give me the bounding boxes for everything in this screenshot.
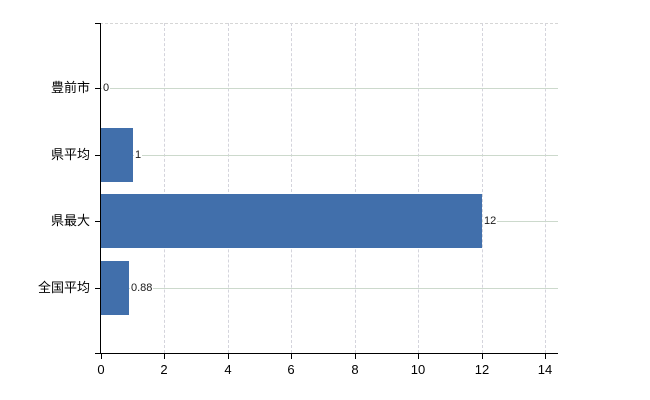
x-axis-tick <box>545 353 546 359</box>
category-label: 県平均 <box>50 147 90 162</box>
category-label: 豊前市 <box>50 80 90 95</box>
x-axis-tick <box>291 353 292 359</box>
x-axis-tick-label: 8 <box>351 362 359 377</box>
horizontal-gridline <box>100 88 558 89</box>
x-axis-tick-label: 14 <box>537 362 553 377</box>
bar-value-label: 12 <box>483 214 498 228</box>
bar <box>101 261 129 315</box>
plot-top-border <box>100 23 558 24</box>
bar-value-label: 1 <box>134 148 143 162</box>
x-axis-tick-label: 2 <box>160 362 168 377</box>
x-axis-tick-label: 6 <box>287 362 295 377</box>
y-axis-tick <box>95 88 100 89</box>
vertical-gridline <box>164 23 165 353</box>
x-axis-line <box>95 353 558 354</box>
x-axis-tick <box>482 353 483 359</box>
y-axis-tick <box>95 288 100 289</box>
vertical-gridline <box>418 23 419 353</box>
y-axis-tick <box>95 23 100 24</box>
y-axis-tick <box>95 155 100 156</box>
vertical-gridline <box>355 23 356 353</box>
category-label: 県最大 <box>50 213 90 228</box>
horizontal-gridline <box>100 155 558 156</box>
x-axis-tick <box>101 353 102 359</box>
x-axis-tick <box>355 353 356 359</box>
vertical-gridline <box>482 23 483 353</box>
vertical-gridline <box>291 23 292 353</box>
x-axis-tick <box>164 353 165 359</box>
bar-value-label: 0.88 <box>130 281 154 295</box>
x-axis-tick-label: 0 <box>97 362 105 377</box>
category-label: 全国平均 <box>37 280 90 295</box>
bar-value-label: 0 <box>102 81 111 95</box>
x-axis-tick-label: 12 <box>474 362 490 377</box>
x-axis-tick <box>418 353 419 359</box>
x-axis-tick-label: 4 <box>224 362 232 377</box>
horizontal-gridline <box>100 288 558 289</box>
y-axis-line <box>100 23 101 353</box>
bar <box>101 128 133 182</box>
bar <box>101 194 482 248</box>
vertical-gridline <box>545 23 546 353</box>
x-axis-tick-label: 10 <box>410 362 426 377</box>
y-axis-tick <box>95 221 100 222</box>
x-axis-tick <box>228 353 229 359</box>
vertical-gridline <box>228 23 229 353</box>
